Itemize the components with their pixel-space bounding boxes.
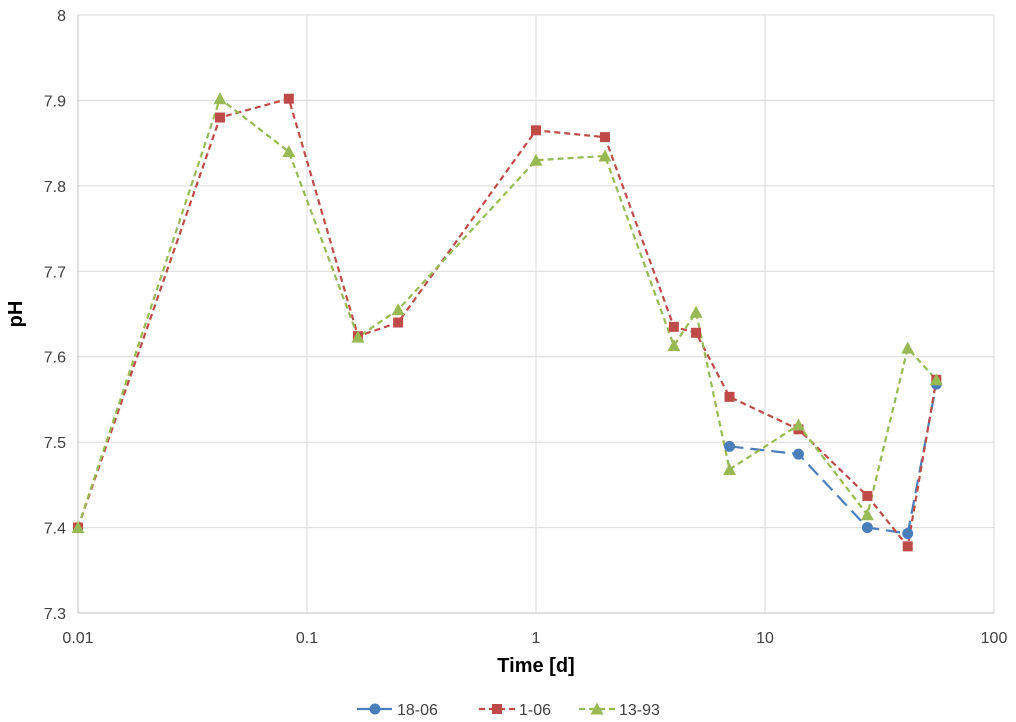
data-point-1-06 — [531, 125, 541, 136]
y-tick-label: 7.8 — [44, 179, 66, 196]
data-point-13-93 — [929, 373, 943, 386]
data-point-13-93 — [689, 305, 703, 318]
y-axis-title: pH — [5, 301, 27, 328]
legend: 18-06 1-06 13-93 — [357, 702, 660, 719]
data-point-1-06 — [599, 132, 610, 143]
y-tick-label: 7.3 — [44, 606, 66, 623]
data-point-13-93 — [529, 153, 543, 166]
legend-marker-13-93 — [590, 702, 604, 715]
legend-label-13-93: 13-93 — [619, 702, 660, 719]
y-tick-label: 7.7 — [44, 264, 66, 281]
legend-label-18-06: 18-06 — [397, 702, 438, 719]
data-point-13-93 — [598, 149, 612, 162]
y-tick-label: 7.9 — [44, 93, 66, 110]
legend-marker-18-06 — [369, 703, 381, 715]
data-point-1-06 — [215, 112, 226, 123]
series-line-1-06 — [76, 97, 938, 549]
x-tick-label: 0.1 — [296, 630, 318, 647]
data-point-13-93 — [667, 339, 681, 352]
data-point-18-06 — [724, 440, 736, 452]
x-tick-label: 10 — [756, 630, 774, 647]
data-point-13-93 — [901, 341, 915, 354]
plot-area: 7.3 7.4 7.5 7.6 7.7 7.8 7.9 8 0.01 0.1 1 10 100 — [44, 8, 1008, 647]
y-tick-label: 7.4 — [44, 521, 66, 538]
data-point-1-06 — [862, 490, 873, 501]
data-point-1-06 — [691, 327, 702, 338]
x-tick-label: 100 — [981, 630, 1008, 647]
data-point-13-93 — [71, 521, 85, 534]
x-axis-title: Time [d] — [497, 655, 574, 677]
data-point-13-93 — [391, 303, 405, 316]
data-point-1-06 — [393, 317, 404, 328]
data-point-18-06 — [792, 448, 804, 460]
data-point-1-06 — [724, 391, 735, 402]
series-line-13-93 — [76, 96, 938, 528]
data-point-13-93 — [723, 462, 737, 475]
data-point-1-06 — [283, 93, 294, 104]
x-tick-label: 1 — [532, 630, 541, 647]
data-point-13-93 — [351, 330, 365, 343]
series-line-18-06 — [729, 383, 938, 535]
y-tick-label: 8 — [57, 8, 66, 25]
data-point-13-93 — [791, 418, 805, 431]
x-tick-label: 0.01 — [62, 630, 93, 647]
y-tick-label: 7.6 — [44, 350, 66, 367]
y-tick-label: 7.5 — [44, 435, 66, 452]
data-point-13-93 — [282, 145, 296, 158]
data-point-1-06 — [668, 321, 679, 332]
data-point-1-06 — [902, 541, 913, 552]
legend-marker-1-06 — [492, 704, 502, 714]
legend-label-1-06: 1-06 — [519, 702, 551, 719]
data-point-13-93 — [213, 92, 227, 105]
data-point-13-93 — [860, 508, 874, 521]
data-point-18-06 — [861, 522, 873, 534]
data-point-18-06 — [902, 528, 914, 540]
